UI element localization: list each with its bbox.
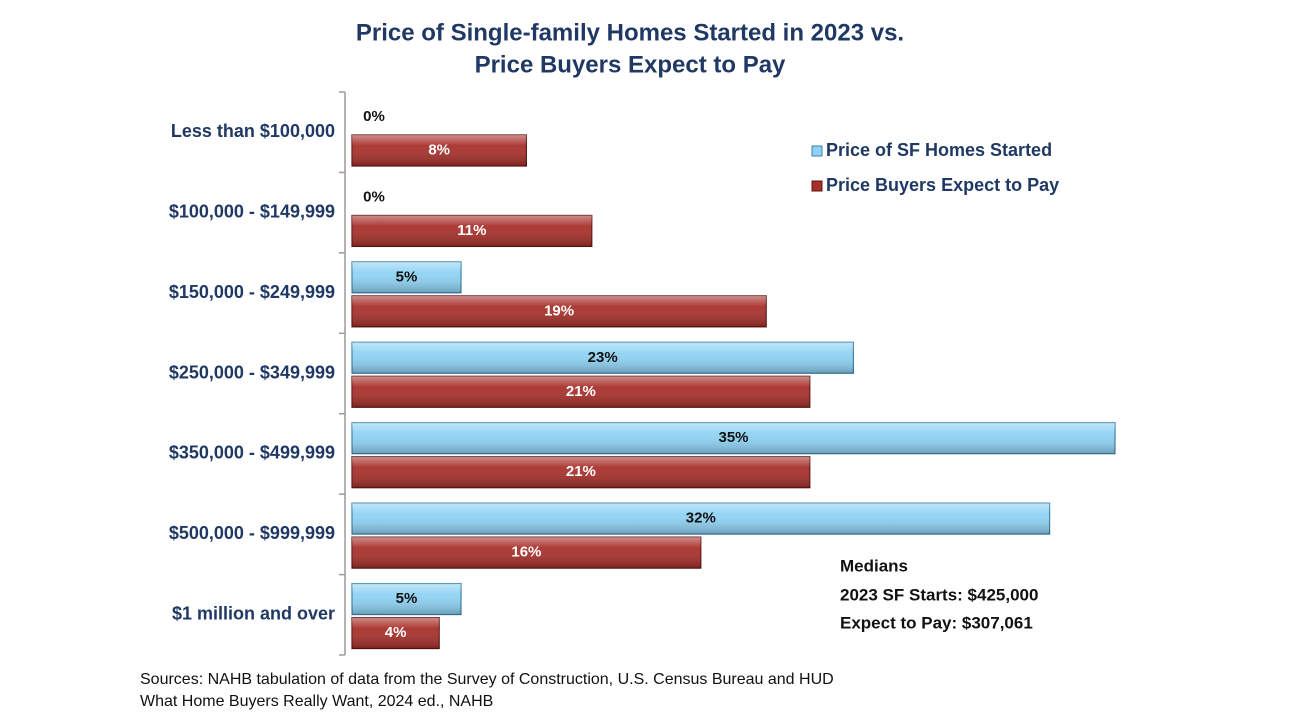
chart-title: Price Buyers Expect to Pay	[475, 51, 786, 78]
value-label: 16%	[511, 544, 541, 561]
value-label: 5%	[396, 590, 418, 607]
value-label: 21%	[566, 383, 596, 400]
legend-label: Price of SF Homes Started	[826, 140, 1052, 160]
category-label: $150,000 - $249,999	[169, 282, 335, 302]
legend-label: Price Buyers Expect to Pay	[826, 175, 1059, 195]
value-label: 35%	[718, 429, 748, 446]
value-label: 21%	[566, 463, 596, 480]
source-note: Sources: NAHB tabulation of data from th…	[140, 671, 834, 688]
annotation: 2023 SF Starts: $425,000	[840, 585, 1038, 604]
category-label: $250,000 - $349,999	[169, 362, 335, 382]
category-label: Less than $100,000	[171, 121, 335, 141]
category-label: $500,000 - $999,999	[169, 523, 335, 543]
value-label: 4%	[385, 624, 407, 641]
value-label: 8%	[428, 141, 450, 158]
annotation: Medians	[840, 556, 908, 575]
value-label: 19%	[544, 302, 574, 319]
annotation: Expect to Pay: $307,061	[840, 613, 1033, 632]
value-label: 23%	[588, 349, 618, 366]
category-label: $350,000 - $499,999	[169, 443, 335, 463]
value-label: 0%	[363, 108, 385, 125]
category-axis	[339, 91, 346, 656]
source-note: What Home Buyers Really Want, 2024 ed., …	[140, 693, 493, 710]
value-label: 11%	[457, 222, 486, 239]
category-label: $1 million and over	[172, 604, 335, 624]
category-label: $100,000 - $149,999	[169, 201, 335, 221]
value-label: 0%	[363, 188, 385, 205]
value-label: 32%	[686, 510, 716, 527]
legend-swatch	[811, 145, 823, 157]
legend-swatch	[811, 180, 823, 192]
chart-title: Price of Single-family Homes Started in …	[356, 19, 904, 46]
value-label: 5%	[396, 268, 418, 285]
